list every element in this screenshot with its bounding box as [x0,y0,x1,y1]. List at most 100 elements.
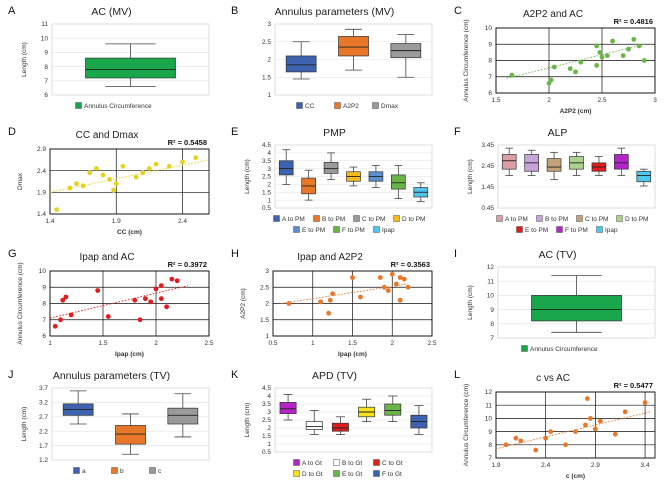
y-tick-label: 1.5 [262,74,271,81]
panel-C: C A2P2 and AC R² = 0.4816 6 7 8 9 10 1.5 2 2.5 3 A2P… [454,5,657,115]
trendline [49,159,210,193]
box-a2p2 [338,28,369,71]
data-point [636,43,642,49]
box-a [62,390,94,425]
y-tick-label: 3.2 [39,400,48,407]
x-tick-label: 1.9 [491,462,500,469]
data-point [180,159,185,165]
x-axis-label: A2P2 (cm) [560,108,592,115]
box-iqr [323,161,339,174]
data-point [513,435,519,441]
panel-letter: C [454,5,462,17]
data-point [132,297,138,303]
box-a-to-pm [501,147,517,176]
y-axis-label: A2P2 (cm) [240,288,247,319]
data-point [401,276,407,282]
y-tick-label: 1.45 [481,184,494,191]
data-point [350,275,355,280]
y-tick-label: 2 [265,301,269,308]
y-tick-label: 4.5 [262,385,271,392]
y-axis-label: Annulus Circumference (cm) [463,384,470,466]
panel-D: D CC and Dmax R² = 0.5458 1.4 1.9 2.4 2.9 1.4 1.… [8,126,210,236]
chart-title: AC (TV) [539,249,577,261]
box-iqr [614,154,629,170]
chart-title: Annulus parameters (MV) [275,6,395,18]
box-annulus-circumference [531,275,622,333]
legend-label: Ipap [382,227,395,234]
data-point [573,69,578,75]
y-axis-label: Length (cm) [244,159,251,194]
legend-swatch [273,215,280,222]
legend-swatch [334,102,341,109]
data-point [381,284,387,290]
y-tick-label: 8 [488,58,492,65]
box-iqr [278,160,294,176]
trendline [280,283,409,304]
x-axis-label: c (cm) [566,473,585,480]
x-tick-label: 2.5 [204,340,213,347]
y-tick-label: 2.5 [262,174,271,181]
box-b [115,413,146,455]
panel-letter: D [8,126,16,138]
data-point [330,291,336,297]
chart-title: PMP [323,127,346,139]
data-point [67,185,73,191]
y-tick-label: 0.5 [262,449,271,456]
legend-swatch [333,226,340,233]
box-b-to-pm [301,169,316,201]
y-axis-label: Length (cm) [21,42,28,77]
y-tick-label: 3 [265,268,269,275]
legend-label: b [120,468,124,475]
legend-swatch [496,215,503,222]
legend-swatch [353,215,360,222]
data-point [604,53,610,59]
legend-swatch [333,470,340,477]
data-point [612,431,618,437]
chart-title: c vs AC [536,373,570,384]
data-point [588,416,593,421]
data-point [385,288,391,293]
legend-swatch [596,226,603,233]
y-tick-label: 9 [488,429,492,436]
data-point [164,304,170,310]
x-tick-label: 1 [48,340,52,347]
data-point [133,174,139,180]
x-tick-label: 2.4 [178,218,187,225]
y-tick-label: 3.5 [262,158,271,165]
data-point [631,36,637,42]
y-tick-label: 3 [267,409,271,416]
data-point [610,38,615,44]
y-tick-label: 7 [488,74,492,81]
legend-label: CC [305,103,315,110]
panel-letter: G [8,248,17,260]
legend-swatch [293,226,300,233]
box-ipap [636,168,652,187]
panel-I: I AC (TV) 7 8 9 10 11 12 Length (cm) Annulus Circ… [454,248,656,353]
data-point [63,294,69,300]
box-f-to-pm [614,147,629,176]
data-point [397,275,403,280]
box-iqr [279,402,297,414]
plot-area [49,148,210,215]
y-tick-label: 8 [42,301,46,308]
panel-B: B Annulus parameters (MV) 1 1.5 2 2.5 3 CC A2P2 D… [231,5,433,110]
data-point [533,447,539,453]
legend-label: E to PM [525,227,548,234]
box-e-to-pm [591,156,607,176]
y-tick-label: 4 [267,393,271,400]
y-tick-label: 7 [44,78,48,85]
y-tick-label: 1.9 [37,190,46,197]
y-tick-label: 1.4 [37,211,46,218]
legend-swatch [393,215,400,222]
plot-area [495,391,656,459]
chart-title: Annulus parameters (TV) [53,370,170,382]
box-iqr [85,57,176,79]
y-tick-label: 3.7 [39,385,48,392]
y-tick-label: 1.2 [39,457,48,464]
data-point [594,62,600,68]
data-point [120,163,126,169]
panel-E: E PMP 0.511.522.533.544.5 Length (cm) A to P… [231,126,433,234]
panel-J: J Annulus parameters (TV) 1.2 1.7 2.2 2.7 3.2 3… [8,369,210,475]
box-e-to-pm [368,165,384,188]
panel-letter: I [454,248,457,260]
